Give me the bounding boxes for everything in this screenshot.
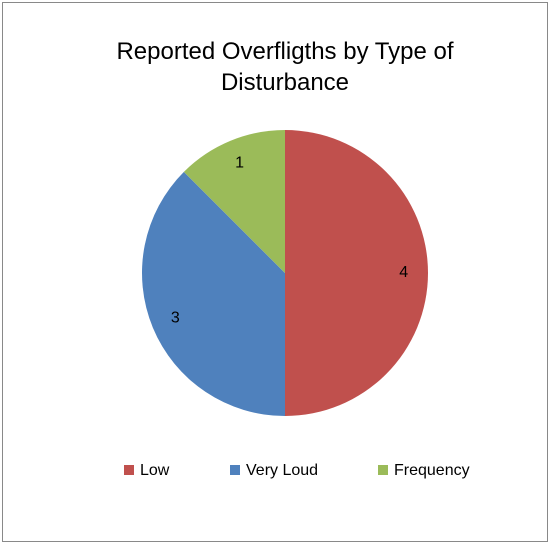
data-label: 1	[235, 155, 244, 172]
pie-slice	[183, 130, 285, 273]
legend-label: Very Loud	[246, 462, 318, 479]
pie-slice	[141, 171, 285, 416]
data-label: 3	[171, 310, 180, 327]
chart-title: Reported Overfligths by Type of Disturba…	[116, 38, 454, 96]
legend-marker	[124, 465, 134, 475]
data-label: 4	[399, 264, 408, 281]
legend-marker	[378, 465, 388, 475]
legend-marker	[230, 465, 240, 475]
legend-label: Frequency	[394, 462, 470, 479]
pie-slice	[285, 130, 428, 416]
legend-label: Low	[140, 462, 170, 479]
